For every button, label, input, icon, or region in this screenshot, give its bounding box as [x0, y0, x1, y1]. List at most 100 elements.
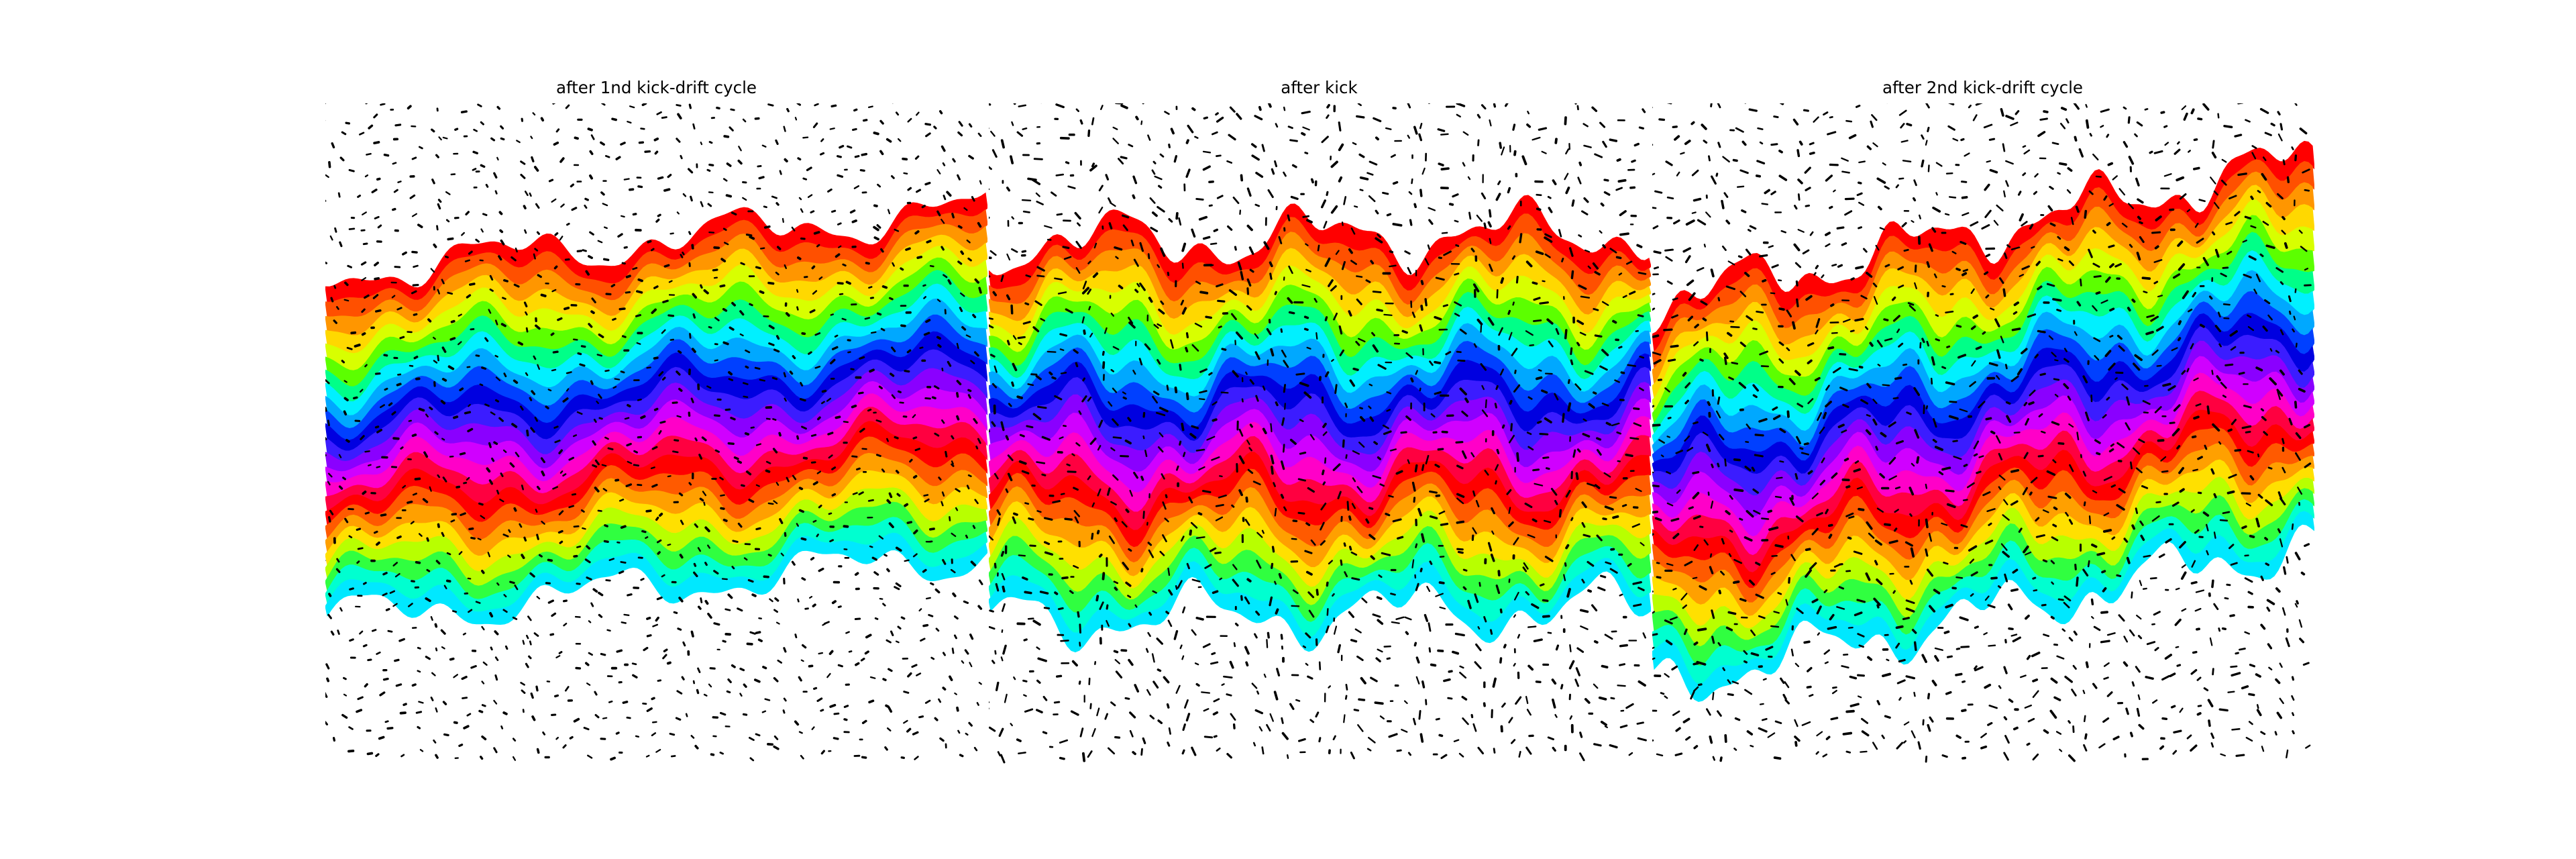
- particle: [955, 507, 959, 511]
- particle: [1710, 268, 1715, 278]
- particle: [1132, 194, 1136, 199]
- particle: [798, 487, 804, 491]
- particle: [1664, 387, 1670, 393]
- particle: [1774, 544, 1784, 548]
- particle: [1871, 114, 1878, 121]
- particle: [1832, 366, 1841, 374]
- particle: [382, 677, 389, 681]
- particle: [1067, 185, 1076, 189]
- particle: [853, 185, 860, 189]
- particle: [703, 289, 709, 295]
- particle: [700, 284, 703, 289]
- particle: [2126, 396, 2131, 406]
- particle: [1203, 736, 1214, 739]
- particle: [1415, 676, 1420, 685]
- particle: [1415, 583, 1419, 591]
- particle: [632, 674, 638, 678]
- particle: [402, 251, 407, 256]
- particle: [2010, 500, 2019, 506]
- particle: [1022, 210, 1030, 213]
- particle: [1741, 209, 1747, 213]
- particle: [961, 325, 967, 331]
- particle: [461, 676, 468, 680]
- particle: [1582, 123, 1589, 128]
- particle: [1218, 494, 1227, 499]
- particle: [1307, 591, 1315, 599]
- particle: [875, 419, 882, 423]
- particle: [1216, 116, 1224, 123]
- particle: [1723, 356, 1727, 365]
- particle: [1151, 653, 1155, 663]
- particle: [1267, 631, 1270, 639]
- particle: [1600, 720, 1607, 726]
- particle: [1148, 611, 1152, 616]
- particle: [1594, 270, 1601, 276]
- particle: [977, 605, 983, 610]
- particle: [1739, 342, 1746, 348]
- particle: [1935, 338, 1941, 342]
- particle: [1652, 611, 1656, 614]
- particle: [906, 521, 912, 524]
- particle: [1414, 464, 1418, 472]
- particle: [1337, 644, 1341, 654]
- particle: [845, 281, 851, 285]
- particle: [2279, 281, 2284, 285]
- particle: [1301, 284, 1311, 288]
- particle: [1024, 708, 1034, 713]
- particle: [2160, 111, 2165, 114]
- particle: [2078, 148, 2084, 158]
- particle: [2058, 162, 2068, 166]
- particle: [2277, 491, 2283, 500]
- particle: [493, 172, 498, 179]
- particle: [934, 432, 940, 437]
- particle: [2076, 301, 2082, 307]
- flow-field-image-1: [325, 103, 987, 765]
- particle: [1785, 599, 1788, 606]
- particle: [521, 485, 525, 491]
- particle: [494, 630, 499, 636]
- particle: [1666, 502, 1674, 507]
- particle: [946, 191, 952, 197]
- particle: [646, 707, 653, 712]
- particle: [1860, 295, 1868, 300]
- particle: [1256, 532, 1263, 538]
- particle: [1130, 239, 1134, 247]
- particle: [1841, 170, 1850, 174]
- particle: [1500, 277, 1505, 284]
- particle: [1425, 699, 1428, 705]
- particle: [1802, 249, 1810, 255]
- particle: [1149, 715, 1155, 720]
- particle: [2103, 676, 2109, 680]
- particle: [907, 672, 912, 678]
- particle: [2137, 694, 2141, 701]
- particle: [2161, 470, 2169, 473]
- particle: [2261, 415, 2267, 421]
- particle: [1618, 346, 1623, 349]
- particle: [720, 507, 725, 510]
- particle: [739, 667, 745, 672]
- particle: [1097, 488, 1102, 497]
- particle: [2088, 248, 2093, 258]
- particle: [1035, 192, 1040, 197]
- particle: [2159, 745, 2165, 750]
- particle: [2155, 501, 2161, 504]
- particle: [1381, 552, 1391, 556]
- particle: [719, 752, 724, 755]
- particle: [1121, 214, 1130, 219]
- particle: [1960, 646, 1970, 648]
- particle: [703, 501, 706, 506]
- particle: [1459, 665, 1464, 669]
- particle: [2073, 630, 2078, 636]
- particle: [1697, 627, 1707, 631]
- particle: [1982, 331, 1986, 335]
- particle: [700, 597, 703, 603]
- particle: [817, 416, 821, 421]
- particle: [2194, 222, 2199, 228]
- particle: [2164, 654, 2173, 660]
- particle: [1576, 319, 1585, 325]
- particle: [1290, 195, 1299, 200]
- particle: [869, 297, 874, 299]
- particle: [1592, 262, 1599, 270]
- particle: [1234, 246, 1237, 251]
- particle: [1807, 666, 1813, 672]
